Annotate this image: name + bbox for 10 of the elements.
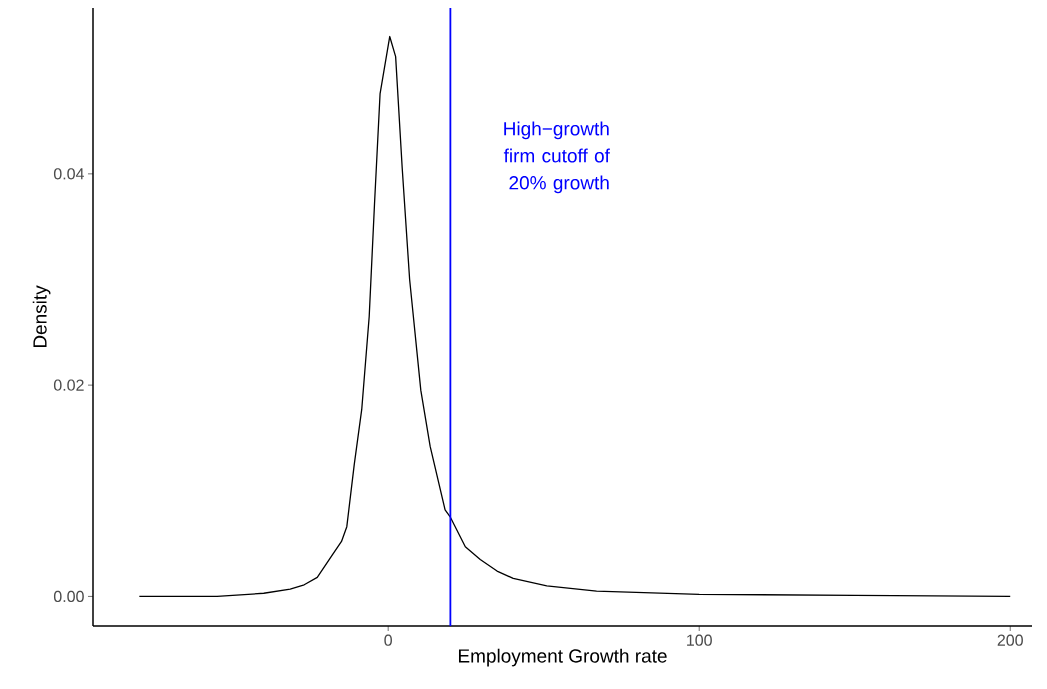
- x-tick-label: 0: [384, 634, 392, 646]
- line-series: [138, 35, 1011, 598]
- y-tick-label: 0.00: [53, 590, 84, 603]
- x-axis-title: Employment Growth rate: [458, 648, 667, 667]
- y-axis-title: Density: [32, 285, 51, 348]
- x-tick-label: 100: [687, 634, 712, 646]
- y-tick-label: 0.04: [53, 168, 84, 180]
- ref-line-label: High−growth firm cutoff of 20% growth: [503, 121, 610, 194]
- y-tick-label: 0.02: [53, 379, 84, 391]
- x-tick-label: 200: [997, 634, 1023, 646]
